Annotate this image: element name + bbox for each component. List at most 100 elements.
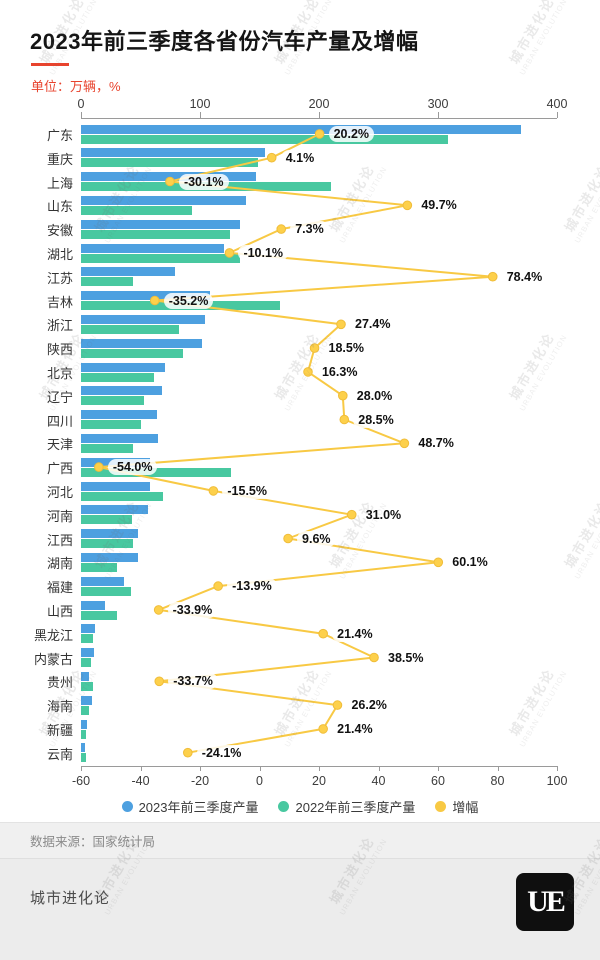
bar-2022 (81, 562, 117, 572)
top-axis-tick-label: 200 (308, 97, 330, 111)
growth-dot (224, 248, 235, 258)
bar-2023 (81, 124, 522, 134)
bottom-axis-tick (200, 766, 201, 771)
growth-dot (94, 462, 104, 472)
growth-label: 20.2% (328, 125, 375, 142)
legend-label: 2023年前三季度产量 (138, 800, 259, 815)
bar-2023 (81, 386, 162, 396)
growth-dot (283, 533, 293, 544)
category-label: 湖南 (46, 556, 73, 572)
category-label: 上海 (46, 175, 73, 191)
category-label: 天津 (46, 437, 73, 453)
bottom-axis-tick-label: 20 (312, 774, 326, 788)
bar-2023 (81, 410, 158, 420)
growth-dot (154, 676, 165, 687)
growth-dot (165, 176, 175, 187)
growth-dot (208, 486, 219, 496)
bar-2023 (81, 219, 241, 229)
bar-2022 (81, 729, 86, 739)
bar-2022 (81, 586, 131, 596)
bottom-axis-tick-label: 0 (256, 774, 263, 788)
category-label: 福建 (46, 580, 73, 596)
bar-2023 (81, 243, 224, 253)
growth-label: 28.5% (353, 411, 399, 428)
category-label: 吉林 (46, 294, 73, 310)
bar-2022 (81, 443, 134, 453)
top-axis-tick (200, 112, 201, 118)
growth-dot (318, 724, 328, 734)
category-label: 贵州 (46, 675, 73, 691)
bar-2023 (81, 624, 96, 634)
bottom-axis-tick-label: 60 (431, 774, 445, 788)
bar-2022 (81, 420, 141, 430)
category-label: 河南 (46, 508, 73, 524)
growth-label: -13.9% (227, 578, 277, 595)
bottom-axis-tick-label: -20 (190, 774, 210, 788)
watermark-cn: 城市进化论 (506, 0, 558, 67)
bar-2023 (81, 671, 89, 681)
top-axis-tick (319, 112, 320, 118)
growth-label: 31.0% (360, 506, 407, 523)
bottom-axis-tick (81, 766, 82, 771)
legend-dot-icon (278, 801, 290, 812)
category-label: 海南 (46, 699, 73, 715)
growth-dot (346, 509, 357, 520)
category-label: 辽宁 (46, 389, 73, 405)
bar-2022 (81, 348, 184, 358)
bar-2023 (81, 648, 95, 658)
growth-label: -24.1% (196, 744, 247, 761)
growth-dot (399, 438, 410, 449)
bar-2022 (81, 658, 91, 668)
bar-2023 (81, 314, 205, 324)
growth-dot (149, 295, 160, 306)
growth-label: -54.0% (107, 459, 158, 476)
bar-2023 (81, 600, 105, 610)
growth-label: 16.3% (316, 363, 363, 380)
top-axis-tick-label: 300 (427, 97, 449, 111)
growth-label: 4.1% (280, 149, 320, 166)
growth-label: 48.7% (413, 435, 459, 452)
growth-dot (338, 390, 348, 401)
category-label: 河北 (46, 485, 73, 500)
category-label: 安徽 (46, 223, 73, 239)
category-label: 内蒙古 (33, 651, 73, 667)
top-axis-tick (81, 112, 82, 118)
bar-2022 (81, 610, 117, 620)
bar-2023 (81, 148, 266, 158)
bar-2022 (81, 396, 145, 406)
growth-dot (314, 129, 325, 139)
bar-2022 (81, 491, 164, 501)
bar-2023 (81, 291, 210, 301)
growth-label: 27.4% (350, 316, 396, 333)
growth-dot (183, 747, 193, 758)
bottom-axis-tick-label: 80 (490, 774, 505, 788)
bar-2022 (81, 277, 134, 287)
bar-2023 (81, 338, 203, 348)
growth-label: 78.4% (501, 268, 548, 285)
growth-label: -30.1% (178, 173, 229, 190)
legend-item: 增幅 (435, 797, 478, 816)
category-label: 云南 (46, 746, 73, 762)
bottom-axis-tick (438, 766, 439, 771)
page-footer: 城市进化论 UE (0, 858, 600, 960)
top-axis-line (81, 118, 557, 119)
ue-logo: UE (516, 873, 574, 931)
bar-2022 (81, 205, 192, 215)
bar-2023 (81, 267, 175, 277)
bar-2022 (81, 134, 448, 144)
chart-legend: 2023年前三季度产量 2022年前三季度产量 增幅 (0, 797, 600, 816)
title-accent (31, 63, 69, 66)
top-axis-tick (438, 112, 439, 118)
category-label: 重庆 (46, 151, 73, 167)
growth-label: 60.1% (447, 554, 493, 571)
bar-2022 (81, 158, 259, 168)
bar-2023 (81, 552, 139, 562)
growth-label: 9.6% (297, 530, 336, 547)
top-axis-tick-label: 400 (546, 97, 568, 111)
page-title: 2023年前三季度各省份汽车产量及增幅 (30, 29, 419, 54)
bottom-axis-tick (378, 766, 380, 771)
category-label: 江西 (46, 532, 73, 548)
growth-label: 38.5% (383, 649, 429, 666)
bar-2022 (81, 515, 133, 525)
